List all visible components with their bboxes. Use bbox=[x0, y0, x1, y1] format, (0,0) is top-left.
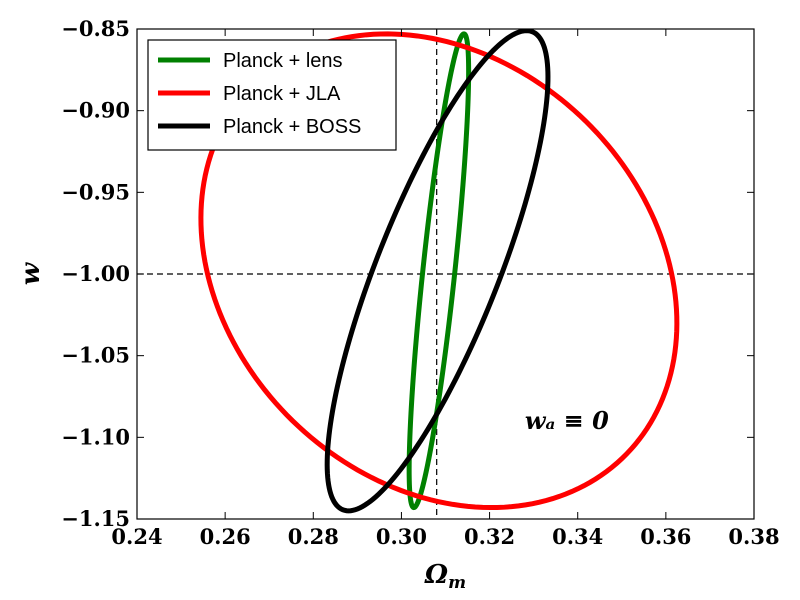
x-tick-label: 0.24 bbox=[111, 524, 162, 549]
x-axis-title: Ωm bbox=[424, 560, 466, 593]
x-tick-label: 0.26 bbox=[200, 524, 251, 549]
annotation-wa: wₐ ≡ 0 bbox=[525, 406, 609, 435]
legend: Planck + lens Planck + JLA Planck + BOSS bbox=[147, 39, 397, 151]
contour-planck-jla bbox=[198, 31, 680, 511]
legend-label: Planck + lens bbox=[223, 50, 343, 72]
x-tick-label: 0.34 bbox=[552, 524, 603, 549]
y-tick-label: −1.05 bbox=[61, 343, 130, 368]
y-tick-label: −0.95 bbox=[61, 179, 130, 204]
y-tick-label: −1.15 bbox=[61, 506, 130, 531]
axes: 0.24 0.26 0.28 0.30 0.32 0.34 0.36 0.38 −0.85 −0.… bbox=[16, 16, 780, 593]
x-tick-label: 0.32 bbox=[464, 524, 515, 549]
plot-area: wₐ ≡ 0 bbox=[137, 29, 754, 519]
contour-planck-lens bbox=[406, 31, 472, 511]
y-tick-label: −1.10 bbox=[61, 424, 130, 449]
x-axis-title-subscript: m bbox=[448, 573, 466, 593]
x-tick-label: 0.38 bbox=[728, 524, 779, 549]
y-tick-label: −0.90 bbox=[61, 98, 130, 123]
y-tick-label: −0.85 bbox=[61, 16, 130, 41]
y-tick-label: −1.00 bbox=[61, 261, 130, 286]
x-tick-label: 0.28 bbox=[288, 524, 339, 549]
x-tick-label: 0.30 bbox=[376, 524, 427, 549]
x-tick-label: 0.36 bbox=[640, 524, 691, 549]
legend-label: Planck + BOSS bbox=[223, 116, 361, 138]
y-axis-title: w bbox=[16, 261, 46, 285]
contour-group bbox=[198, 29, 680, 514]
legend-label: Planck + JLA bbox=[223, 83, 341, 105]
contour-planck-boss bbox=[324, 29, 551, 514]
